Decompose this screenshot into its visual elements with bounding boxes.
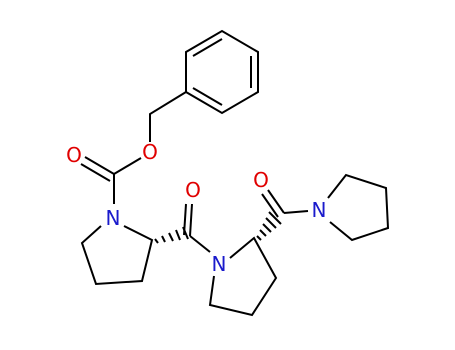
- carbonyl-double-bond: [80, 156, 115, 182]
- aromatic-bonds: [192, 38, 252, 106]
- carbonyl-double-bond-2: [183, 203, 193, 237]
- pyrrolidine-ring-3: [327, 173, 390, 242]
- hashed-wedge-2: [256, 211, 282, 241]
- atom-label: N: [212, 252, 227, 276]
- benzyl-bond: [149, 91, 187, 142]
- atom-label: O: [253, 168, 269, 192]
- pyrrolidine-ring-1: [80, 225, 154, 286]
- atom-label: O: [66, 143, 82, 167]
- atom-label: N: [106, 206, 121, 230]
- hashed-wedge-1: [154, 226, 189, 244]
- bonds: [80, 29, 390, 317]
- atom-label: O: [142, 140, 158, 164]
- amide-bond-2: [283, 210, 309, 214]
- carbonyl-double-bond-3: [261, 189, 285, 218]
- atom-label: N: [312, 198, 327, 222]
- pyrrolidine-ring-2: [208, 236, 278, 317]
- atom-label: O: [185, 178, 201, 202]
- benzene-ring: [185, 29, 259, 115]
- amide-bond-1: [189, 235, 211, 253]
- ester-bond: [113, 157, 142, 175]
